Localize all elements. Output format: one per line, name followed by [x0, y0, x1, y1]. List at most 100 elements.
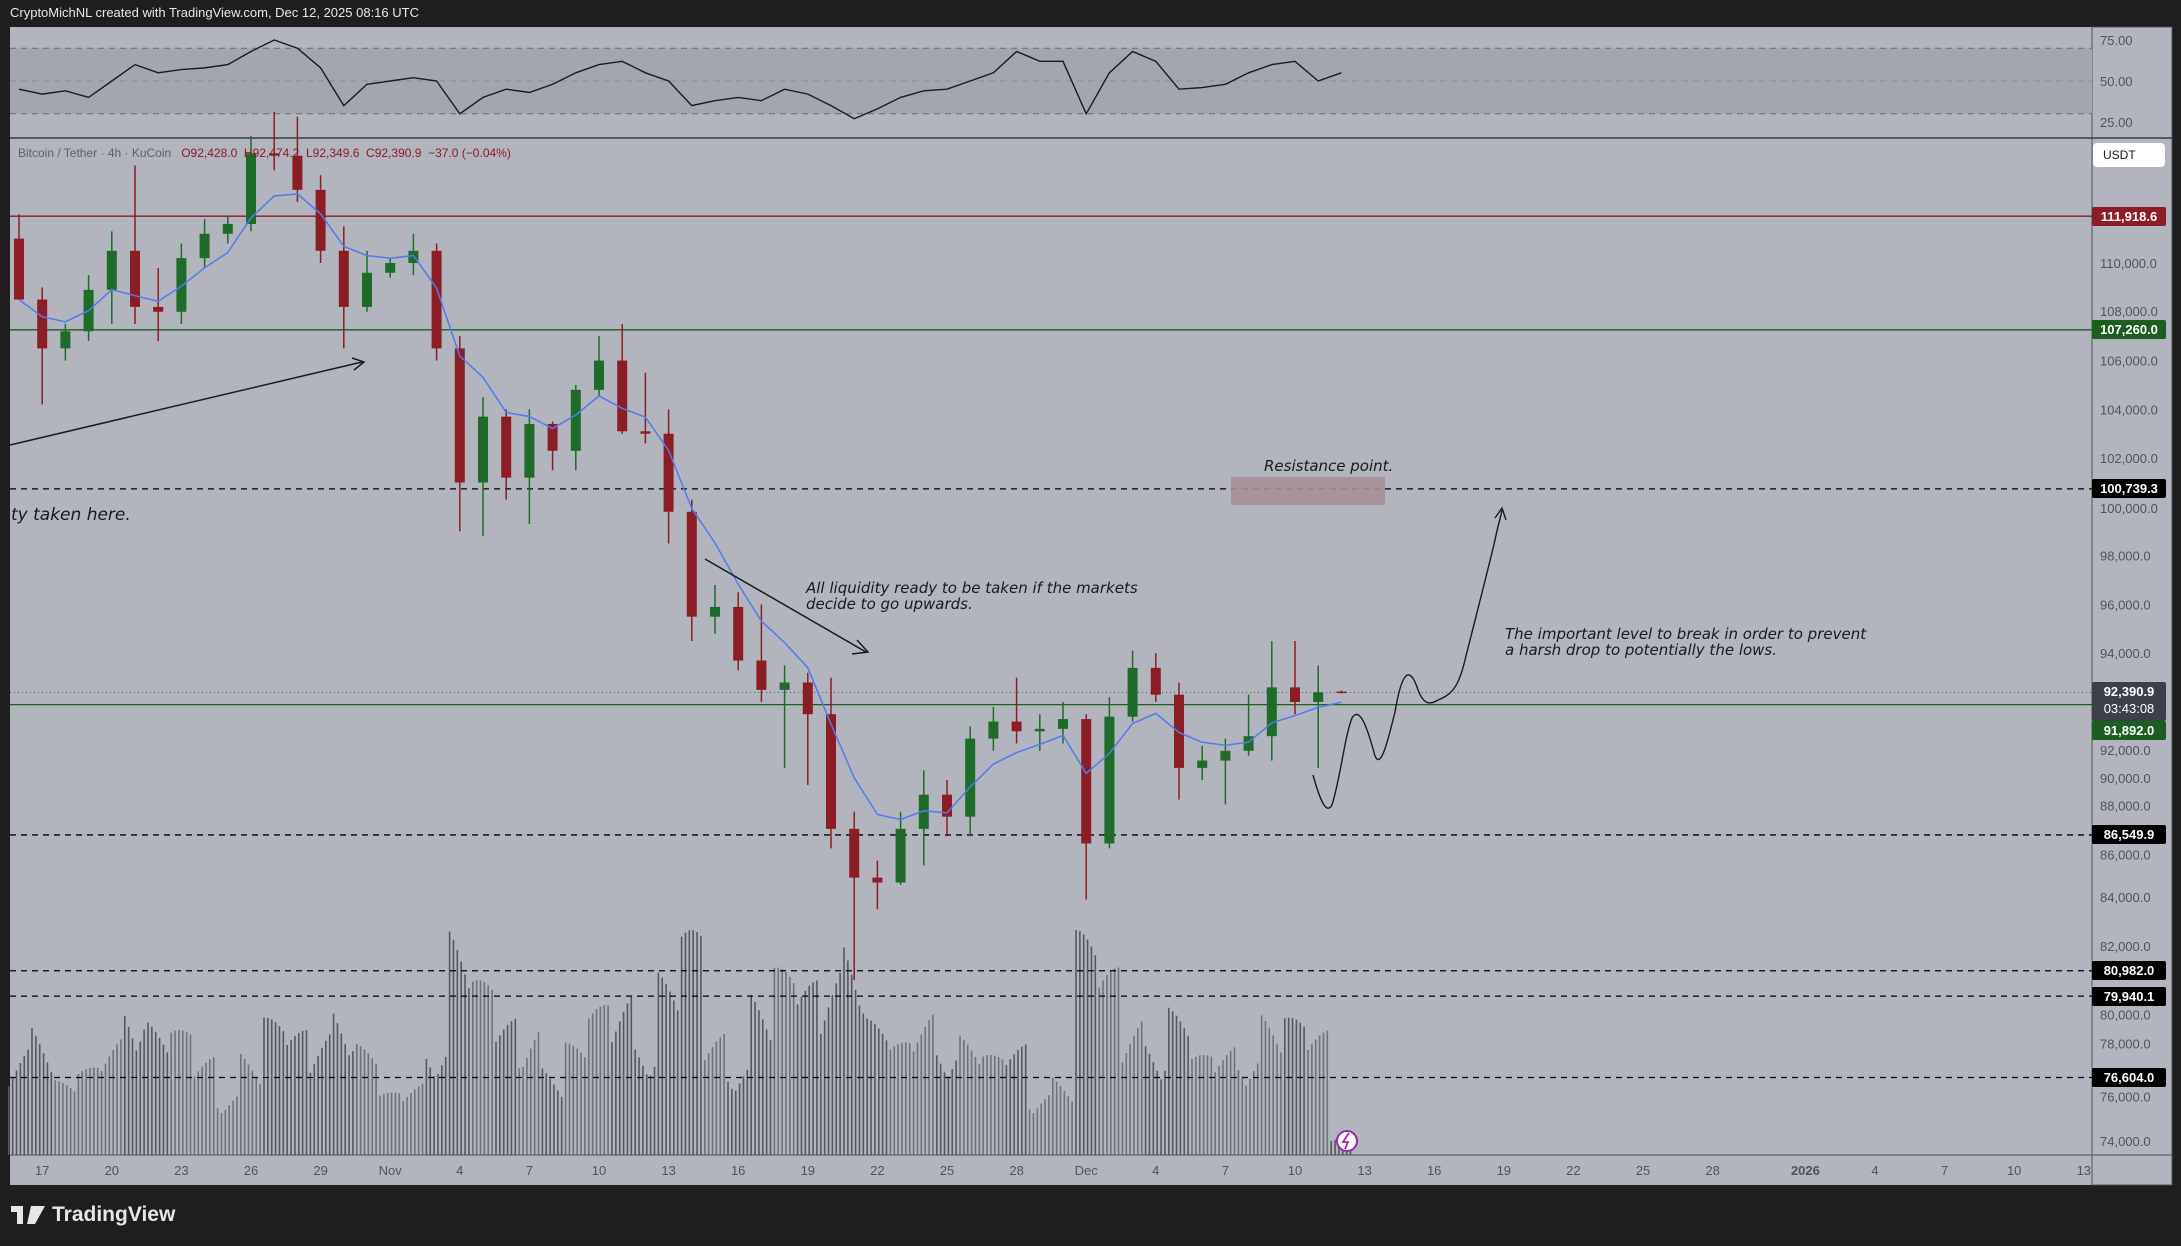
volume-bar: [665, 983, 667, 1155]
candle[interactable]: [594, 336, 604, 398]
candle[interactable]: [14, 214, 24, 300]
volume-bar: [862, 1013, 865, 1155]
candle[interactable]: [1290, 641, 1300, 715]
candle[interactable]: [1243, 694, 1254, 756]
candle[interactable]: [617, 323, 628, 434]
candle[interactable]: [524, 409, 535, 524]
candle[interactable]: [199, 219, 210, 268]
candle[interactable]: [872, 860, 883, 910]
candle[interactable]: [1011, 677, 1022, 744]
candle[interactable]: [965, 726, 976, 837]
candle[interactable]: [942, 780, 952, 837]
candle-body: [315, 189, 326, 251]
important-level-note[interactable]: The important level to break in order to…: [1505, 626, 1866, 658]
candle[interactable]: [362, 250, 372, 312]
volume-bar: [792, 982, 795, 1155]
volume-bar: [1326, 1030, 1329, 1155]
candle[interactable]: [408, 233, 419, 276]
projected-path-drawing[interactable]: [1312, 509, 1503, 809]
volume-bar: [1307, 1050, 1309, 1155]
volume-bar: [1160, 1079, 1162, 1155]
currency-button[interactable]: USDT: [2093, 143, 2165, 167]
candle[interactable]: [1104, 697, 1115, 849]
candle[interactable]: [918, 770, 929, 866]
volume-bar: [11, 1078, 14, 1155]
volume-bar: [1148, 1053, 1151, 1155]
volume-bar: [375, 1063, 377, 1155]
candle[interactable]: [246, 136, 256, 232]
volume-bar: [738, 1083, 741, 1155]
volume-bar: [1164, 1070, 1166, 1155]
volume-bar: [417, 1086, 420, 1155]
volume-bar: [1009, 1059, 1012, 1155]
volume-bar: [1229, 1050, 1232, 1155]
volume-bar: [986, 1055, 988, 1155]
volume-bar: [916, 1042, 919, 1155]
resistance-note[interactable]: Resistance point.: [1264, 457, 1394, 475]
candle[interactable]: [1197, 745, 1208, 781]
volume-bar: [371, 1058, 374, 1155]
candle[interactable]: [1081, 714, 1092, 900]
candle[interactable]: [663, 409, 674, 544]
candle[interactable]: [570, 384, 581, 471]
candle[interactable]: [130, 165, 140, 324]
volume-bar: [491, 989, 493, 1155]
candle[interactable]: [1127, 650, 1138, 722]
volume-bar: [966, 1044, 969, 1155]
candle[interactable]: [153, 267, 164, 342]
candle[interactable]: [1336, 690, 1347, 694]
candle[interactable]: [37, 287, 48, 405]
candle[interactable]: [1150, 653, 1161, 703]
candle[interactable]: [222, 216, 233, 244]
candle[interactable]: [826, 677, 836, 849]
candle[interactable]: [176, 243, 187, 324]
candle[interactable]: [60, 323, 71, 361]
volume-bar: [379, 1095, 381, 1155]
left-note[interactable]: ty taken here.: [11, 505, 131, 525]
liquidity-note[interactable]: All liquidity ready to be taken if the m…: [806, 580, 1138, 612]
volume-bar: [116, 1044, 118, 1155]
candle[interactable]: [385, 258, 396, 278]
tradingview-logo[interactable]: TradingView: [11, 1203, 175, 1227]
candle[interactable]: [454, 336, 465, 532]
candle[interactable]: [849, 811, 860, 981]
flash-icon[interactable]: [1336, 1130, 1358, 1152]
candle[interactable]: [640, 372, 651, 444]
candle[interactable]: [1266, 641, 1277, 761]
candle[interactable]: [501, 409, 512, 500]
volume-bar: [267, 1017, 269, 1155]
candle[interactable]: [710, 584, 720, 634]
candle[interactable]: [547, 421, 558, 471]
resistance-zone[interactable]: [1231, 477, 1385, 505]
candle[interactable]: [779, 665, 790, 768]
volume-bar: [1256, 1063, 1259, 1155]
candle[interactable]: [802, 672, 813, 785]
volume-bar: [247, 1064, 250, 1155]
volume-bar: [715, 1041, 718, 1155]
liquidity-arrow[interactable]: [704, 558, 867, 653]
candle[interactable]: [1313, 665, 1324, 768]
candle[interactable]: [106, 231, 117, 324]
volume-bar: [236, 1096, 238, 1155]
candle[interactable]: [733, 592, 744, 671]
candle[interactable]: [292, 116, 303, 203]
candle[interactable]: [988, 706, 999, 751]
arrowhead-icon: [851, 639, 870, 655]
candle[interactable]: [1174, 682, 1184, 800]
trend-arrow-left[interactable]: [9, 361, 363, 446]
candle[interactable]: [895, 811, 906, 885]
time-axis[interactable]: 17 20 23 26 29 Nov 4 7 10 13 16 19 22 25 28 Dec 4 7 10 13 16…: [35, 1163, 2091, 1178]
candle[interactable]: [686, 499, 697, 642]
volume-bar: [541, 1068, 544, 1155]
volume-bar: [1202, 1055, 1205, 1155]
volume-bar: [1249, 1078, 1251, 1155]
time-tick-label: 7: [526, 1163, 533, 1178]
volume-bar: [297, 1032, 300, 1155]
candle[interactable]: [431, 243, 442, 361]
candle[interactable]: [1220, 738, 1231, 805]
candle[interactable]: [315, 175, 326, 263]
volume-bar: [630, 996, 633, 1155]
candle[interactable]: [478, 397, 488, 537]
candle[interactable]: [269, 111, 280, 171]
